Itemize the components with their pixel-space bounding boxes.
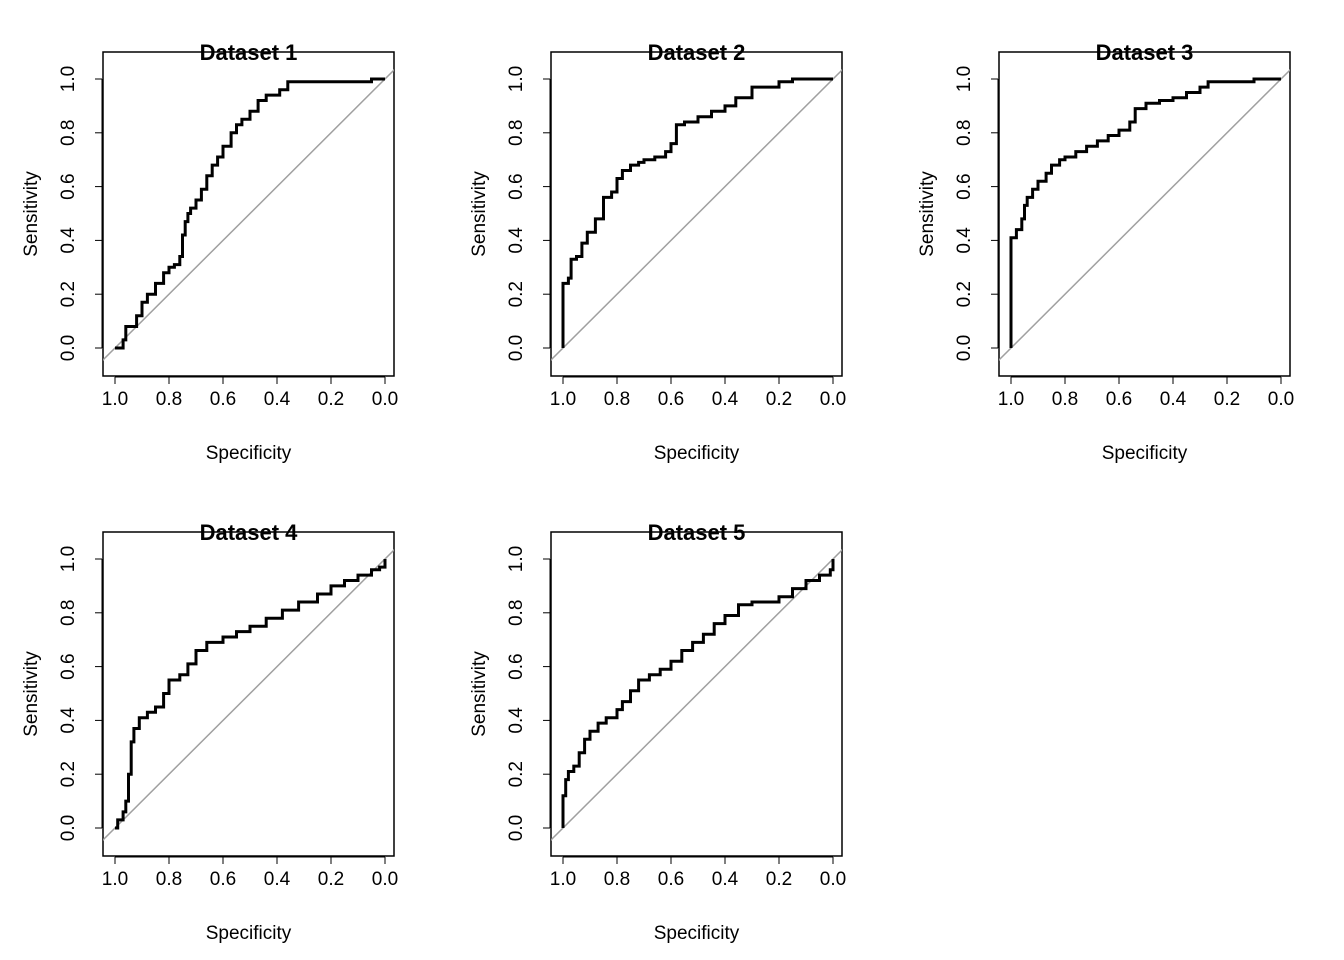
x-tick-label: 0.6	[210, 869, 236, 890]
x-tick-label: 0.2	[766, 869, 792, 890]
x-axis-label: Specificity	[1102, 443, 1188, 464]
reference-diagonal	[103, 68, 394, 362]
roc-curve	[115, 559, 387, 830]
x-tick-label: 0.6	[658, 869, 684, 890]
x-tick-label: 0.0	[372, 869, 398, 890]
panel-title: Dataset 5	[648, 520, 746, 545]
roc-curve	[1009, 77, 1281, 348]
x-tick-label: 0.4	[712, 389, 739, 410]
y-tick-label: 1.0	[506, 66, 527, 92]
x-tick-label: 1.0	[550, 869, 576, 890]
y-tick-label: 0.8	[58, 120, 79, 146]
y-tick-label: 1.0	[58, 546, 79, 572]
x-tick-label: 0.2	[766, 389, 792, 410]
y-tick-label: 0.0	[58, 335, 79, 361]
roc-panel-1: 1.0 0.8 0.6 0.4 0.2 0.0 0.0 0.2 0.4 0.6 0.8 1.0 Data…	[21, 40, 398, 464]
y-tick-label: 0.2	[506, 281, 527, 307]
roc-panel-5: 1.0 0.8 0.6 0.4 0.2 0.0 0.0 0.2 0.4 0.6 0.8 1.0 Data…	[469, 520, 846, 944]
y-tick-label: 0.0	[506, 335, 527, 361]
x-tick-label: 0.0	[1268, 389, 1294, 410]
reference-diagonal	[999, 68, 1290, 362]
y-axis-label: Sensitivity	[917, 171, 938, 257]
x-tick-label: 1.0	[550, 389, 576, 410]
roc-curve	[561, 559, 835, 828]
x-tick-label: 0.6	[658, 389, 684, 410]
x-tick-label: 0.8	[156, 389, 182, 410]
plot-frame	[998, 51, 1291, 377]
y-tick-label: 0.2	[58, 761, 79, 787]
panel-title: Dataset 3	[1096, 40, 1194, 65]
y-tick-label: 0.4	[506, 227, 527, 254]
x-tick-label: 1.0	[998, 389, 1024, 410]
x-tick-label: 0.2	[318, 389, 344, 410]
x-tick-label: 0.8	[604, 389, 630, 410]
reference-diagonal	[551, 548, 842, 842]
plot-frame	[102, 531, 395, 857]
x-axis-label: Specificity	[206, 443, 292, 464]
x-tick-label: 0.6	[1106, 389, 1132, 410]
reference-diagonal	[551, 68, 842, 362]
y-tick-label: 0.6	[954, 173, 975, 199]
x-tick-label: 0.0	[820, 869, 846, 890]
y-tick-label: 0.8	[506, 120, 527, 146]
roc-panel-4: 1.0 0.8 0.6 0.4 0.2 0.0 0.0 0.2 0.4 0.6 0.8 1.0 Data…	[21, 520, 398, 944]
x-tick-label: 0.2	[318, 869, 344, 890]
x-axis-label: Specificity	[654, 923, 740, 944]
y-tick-label: 0.4	[954, 227, 975, 254]
y-axis-label: Sensitivity	[21, 171, 42, 257]
roc-curve	[115, 77, 385, 350]
y-tick-label: 1.0	[58, 66, 79, 92]
y-tick-label: 0.2	[506, 761, 527, 787]
x-tick-label: 0.4	[712, 869, 739, 890]
y-tick-label: 1.0	[506, 546, 527, 572]
reference-diagonal	[103, 548, 394, 842]
roc-panel-2: 1.0 0.8 0.6 0.4 0.2 0.0 0.0 0.2 0.4 0.6 0.8 1.0 Data…	[469, 40, 846, 464]
y-tick-label: 1.0	[954, 66, 975, 92]
x-tick-label: 0.4	[1160, 389, 1187, 410]
y-tick-label: 0.4	[58, 227, 79, 254]
y-tick-label: 0.6	[506, 653, 527, 679]
y-tick-label: 0.8	[58, 600, 79, 626]
y-tick-label: 0.2	[954, 281, 975, 307]
x-tick-label: 0.6	[210, 389, 236, 410]
x-tick-label: 0.0	[372, 389, 398, 410]
plot-frame	[550, 531, 843, 857]
y-tick-label: 0.0	[58, 815, 79, 841]
panel-title: Dataset 1	[200, 40, 298, 65]
x-tick-label: 0.4	[264, 869, 291, 890]
roc-curve	[561, 77, 833, 348]
x-tick-label: 0.4	[264, 389, 291, 410]
y-tick-label: 0.8	[506, 600, 527, 626]
y-tick-label: 0.0	[506, 815, 527, 841]
y-tick-label: 0.8	[954, 120, 975, 146]
panel-title: Dataset 4	[200, 520, 299, 545]
y-tick-label: 0.4	[58, 707, 79, 734]
x-tick-label: 0.8	[156, 869, 182, 890]
x-tick-label: 1.0	[102, 869, 128, 890]
x-axis-label: Specificity	[654, 443, 740, 464]
x-axis-label: Specificity	[206, 923, 292, 944]
x-tick-label: 1.0	[102, 389, 128, 410]
x-tick-label: 0.0	[820, 389, 846, 410]
y-tick-label: 0.6	[506, 173, 527, 199]
x-tick-label: 0.8	[604, 869, 630, 890]
y-tick-label: 0.6	[58, 653, 79, 679]
y-axis-label: Sensitivity	[469, 171, 490, 257]
y-tick-label: 0.2	[58, 281, 79, 307]
y-tick-label: 0.4	[506, 707, 527, 734]
y-tick-label: 0.6	[58, 173, 79, 199]
roc-panel-3: 1.0 0.8 0.6 0.4 0.2 0.0 0.0 0.2 0.4 0.6 0.8 1.0 Data…	[917, 40, 1294, 464]
x-tick-label: 0.2	[1214, 389, 1240, 410]
panel-title: Dataset 2	[648, 40, 746, 65]
plot-frame	[550, 51, 843, 377]
y-tick-label: 0.0	[954, 335, 975, 361]
y-axis-label: Sensitivity	[469, 651, 490, 737]
y-axis-label: Sensitivity	[21, 651, 42, 737]
x-tick-label: 0.8	[1052, 389, 1078, 410]
plot-frame	[102, 51, 395, 377]
